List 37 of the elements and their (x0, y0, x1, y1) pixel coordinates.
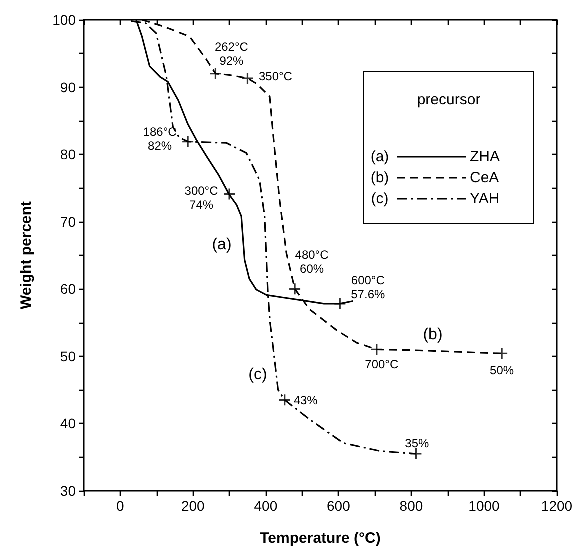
x-tick-label: 200 (181, 498, 206, 514)
y-tick-label: 80 (60, 146, 76, 163)
x-tick-label: 600 (327, 498, 351, 514)
x-axis-title: Temperature (°C) (260, 530, 381, 547)
y-tick-label: 100 (52, 12, 76, 28)
x-tick-label: 1200 (541, 498, 573, 514)
legend-label: ZHA (470, 148, 500, 166)
annotation: 480°C 60% (295, 248, 330, 276)
x-tick-label: 1000 (468, 498, 500, 514)
y-tick-label: 90 (60, 79, 76, 96)
y-tick-label: 50 (60, 348, 76, 364)
annotation: (a) (212, 236, 232, 254)
annotation: 43% (294, 394, 318, 408)
annotation: 35% (405, 436, 430, 450)
annotation: 186°C 82% (143, 125, 178, 154)
legend-label: CeA (470, 170, 500, 186)
y-tick-label: 60 (60, 281, 76, 298)
annotation: 300°C 74% (184, 184, 219, 212)
annotation: 50% (490, 363, 514, 378)
legend-title: precursor (417, 92, 481, 108)
y-tick-label: 70 (60, 214, 76, 230)
text: (c) (371, 190, 389, 208)
text: (a) (370, 148, 390, 166)
y-axis-title: Weight percent (18, 201, 35, 310)
x-tick-label: 400 (254, 498, 278, 514)
text: (b) (370, 170, 390, 186)
annotation: (c) (248, 366, 268, 384)
x-tick-label: 0 (116, 498, 124, 514)
legend-label: YAH (470, 190, 500, 208)
annotation: 350°C (258, 70, 293, 84)
y-tick-label: 30 (60, 483, 76, 499)
x-tick-label: 800 (400, 498, 424, 514)
annotation: 700°C (365, 358, 399, 372)
y-tick-label: 40 (60, 416, 76, 432)
annotation: 262°C 92% (214, 40, 249, 68)
annotation: (b) (423, 326, 443, 344)
annotation: 600°C 57.6% (351, 273, 386, 302)
